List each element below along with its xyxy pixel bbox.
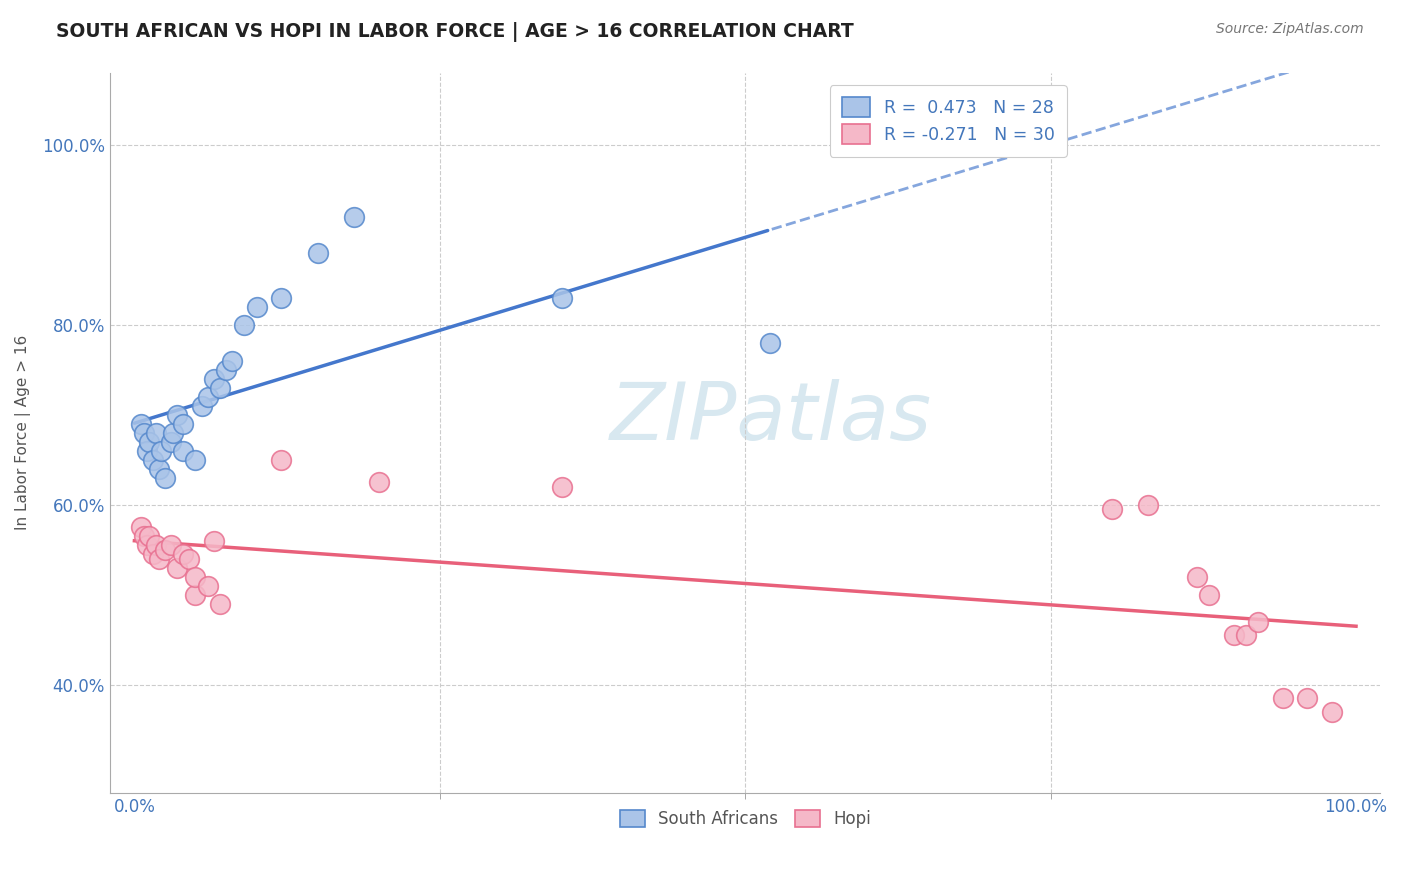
Point <box>145 538 167 552</box>
Point <box>1296 691 1319 706</box>
Point <box>208 597 231 611</box>
Point <box>1271 691 1294 706</box>
Point <box>202 372 225 386</box>
Point <box>208 381 231 395</box>
Point <box>160 434 183 449</box>
Point <box>166 560 188 574</box>
Point <box>145 425 167 440</box>
Point <box>197 390 219 404</box>
Point <box>179 551 201 566</box>
Point <box>142 547 165 561</box>
Point <box>551 291 574 305</box>
Point <box>129 417 152 431</box>
Point <box>343 210 366 224</box>
Point <box>148 462 170 476</box>
Text: ZIPatlas: ZIPatlas <box>610 379 932 458</box>
Point <box>758 335 780 350</box>
Point <box>367 475 389 490</box>
Y-axis label: In Labor Force | Age > 16: In Labor Force | Age > 16 <box>15 335 31 531</box>
Point <box>166 408 188 422</box>
Point <box>172 417 194 431</box>
Point <box>162 425 184 440</box>
Point <box>135 538 157 552</box>
Point <box>172 547 194 561</box>
Point <box>1320 705 1343 719</box>
Point <box>270 452 292 467</box>
Point <box>1247 615 1270 629</box>
Point <box>184 588 207 602</box>
Point <box>1137 498 1160 512</box>
Point <box>1223 628 1246 642</box>
Point <box>135 443 157 458</box>
Point <box>172 443 194 458</box>
Point <box>153 471 176 485</box>
Point <box>190 399 212 413</box>
Point <box>134 425 156 440</box>
Point <box>184 452 207 467</box>
Text: Source: ZipAtlas.com: Source: ZipAtlas.com <box>1216 22 1364 37</box>
Point <box>1234 628 1257 642</box>
Point <box>134 529 156 543</box>
Point <box>1187 570 1209 584</box>
Point <box>197 579 219 593</box>
Point <box>245 300 267 314</box>
Point <box>148 551 170 566</box>
Point <box>551 480 574 494</box>
Point <box>215 363 238 377</box>
Text: SOUTH AFRICAN VS HOPI IN LABOR FORCE | AGE > 16 CORRELATION CHART: SOUTH AFRICAN VS HOPI IN LABOR FORCE | A… <box>56 22 853 42</box>
Point <box>160 538 183 552</box>
Point <box>1198 588 1220 602</box>
Point <box>138 434 160 449</box>
Point <box>202 533 225 548</box>
Point <box>1101 502 1123 516</box>
Point <box>270 291 292 305</box>
Point <box>150 443 173 458</box>
Point <box>129 520 152 534</box>
Point <box>184 570 207 584</box>
Point <box>153 542 176 557</box>
Point <box>307 246 329 260</box>
Point <box>142 452 165 467</box>
Legend: South Africans, Hopi: South Africans, Hopi <box>613 803 877 835</box>
Point <box>233 318 256 332</box>
Point <box>221 354 243 368</box>
Point <box>138 529 160 543</box>
